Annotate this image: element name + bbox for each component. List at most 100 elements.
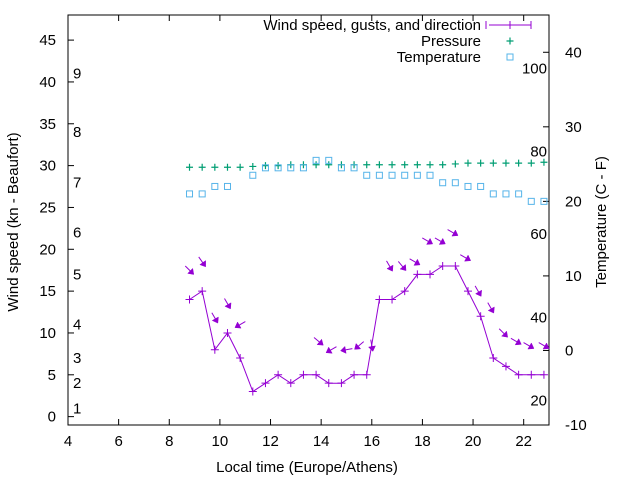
wind-direction-arrowhead (354, 342, 362, 350)
wind-direction-arrow (510, 337, 518, 343)
wind-speed-point (539, 370, 548, 379)
y2-tick-label: 30 (565, 119, 582, 136)
wind-direction-arrowhead (340, 345, 347, 354)
pressure-point (325, 161, 333, 169)
beaufort-label: 1 (73, 400, 81, 417)
beaufort-label: 3 (73, 350, 81, 367)
pressure-point (261, 162, 269, 170)
wind-direction-arrowhead (451, 229, 459, 237)
wind-direction-arrowhead (527, 342, 535, 350)
pressure-point (477, 159, 485, 167)
x-tick-label: 20 (465, 433, 482, 450)
wind-direction-arrow (422, 237, 429, 242)
y-tick-label: 10 (39, 325, 56, 342)
y2-tick-label: -10 (565, 417, 587, 434)
temperature-point (249, 171, 257, 179)
fahrenheit-label: 40 (530, 310, 547, 327)
y-tick-label: 25 (39, 199, 56, 216)
pressure-point (502, 159, 510, 167)
pressure-point (388, 161, 396, 169)
wind-speed-point (236, 354, 245, 363)
wind-direction-arrowhead (325, 346, 333, 354)
pressure-point (401, 161, 409, 169)
wind-direction-arrowhead (386, 264, 394, 272)
wind-speed-point (438, 262, 447, 271)
y-tick-label: 40 (39, 74, 56, 91)
pressure-point (439, 161, 447, 169)
wind-speed-point (476, 312, 485, 321)
wind-direction-arrow (330, 346, 337, 351)
wind-speed-point (299, 370, 308, 379)
x-tick-label: 14 (313, 433, 330, 450)
wind-direction-arrow (211, 312, 216, 320)
pressure-point (489, 159, 497, 167)
plot-frame (67, 14, 550, 426)
wind-direction-arrow (474, 285, 480, 293)
plot-border (67, 14, 550, 426)
pressure-point (236, 163, 244, 171)
wind-direction-arrow (409, 258, 416, 263)
beaufort-label: 7 (73, 174, 81, 191)
pressure-point (211, 163, 219, 171)
y2-tick-label: 20 (565, 193, 582, 210)
fahrenheit-label: 100 (522, 61, 547, 78)
legend-label-pressure: Pressure (421, 33, 481, 50)
wind-direction-arrowhead (501, 330, 508, 338)
legend: Wind speed, gusts, and directionPressure… (263, 17, 532, 66)
legend-label-temperature: Temperature (397, 49, 481, 66)
y-tick-label: 20 (39, 241, 56, 258)
temperature-point (287, 164, 295, 172)
pressure-point (451, 160, 459, 168)
pressure-point (527, 159, 535, 167)
wind-direction-arrowhead (413, 258, 421, 266)
wind-speed-point (350, 370, 359, 379)
pressure-point (540, 158, 548, 166)
wind-direction-arrow (239, 321, 246, 326)
wind-direction-arrow (184, 265, 191, 272)
wind-speed-point (286, 379, 295, 388)
temperature-point (527, 197, 535, 205)
temperature-point (515, 190, 523, 198)
temperature-point (451, 179, 459, 187)
pressure-point (274, 162, 282, 170)
pressure-point (312, 161, 320, 169)
wind-direction-arrowhead (199, 260, 206, 268)
temperature-point (363, 171, 371, 179)
fahrenheit-label: 80 (530, 143, 547, 160)
temperature-point (540, 197, 548, 205)
x-tick-label: 18 (414, 433, 431, 450)
wind-speed-point (261, 379, 270, 388)
temperature-point (186, 190, 194, 198)
wind-speed-point (223, 328, 232, 337)
temperature-point (489, 190, 497, 198)
wind-speed-point (501, 362, 510, 371)
wind-direction-arrow (370, 339, 373, 347)
wind-direction-arrowhead (542, 342, 550, 350)
beaufort-label: 9 (73, 66, 81, 83)
pressure-point (198, 163, 206, 171)
wind-direction-arrowhead (487, 306, 495, 314)
wind-direction-arrow (434, 237, 442, 242)
x-tick-label: 6 (114, 433, 122, 450)
pressure-point (249, 162, 257, 170)
wind-speed-point (451, 262, 460, 271)
wind-direction-arrow (345, 348, 353, 351)
y2-tick-label: 10 (565, 268, 582, 285)
y2-tick-label: 0 (565, 342, 573, 359)
y-tick-label: 30 (39, 158, 56, 175)
wind-speed-point (185, 295, 194, 304)
temperature-point (413, 171, 421, 179)
wind-direction-arrowhead (368, 345, 376, 352)
temperature-point (477, 182, 485, 190)
beaufort-label: 8 (73, 124, 81, 141)
wind-speed-point (413, 270, 422, 279)
pressure-point (186, 163, 194, 171)
temperature-point (223, 182, 231, 190)
wind-speed-point (489, 354, 498, 363)
legend-swatch-pressure (506, 37, 514, 45)
wind-direction-arrowhead (399, 264, 407, 271)
wind-direction-arrowhead (514, 338, 522, 346)
y-tick-label: 35 (39, 116, 56, 133)
